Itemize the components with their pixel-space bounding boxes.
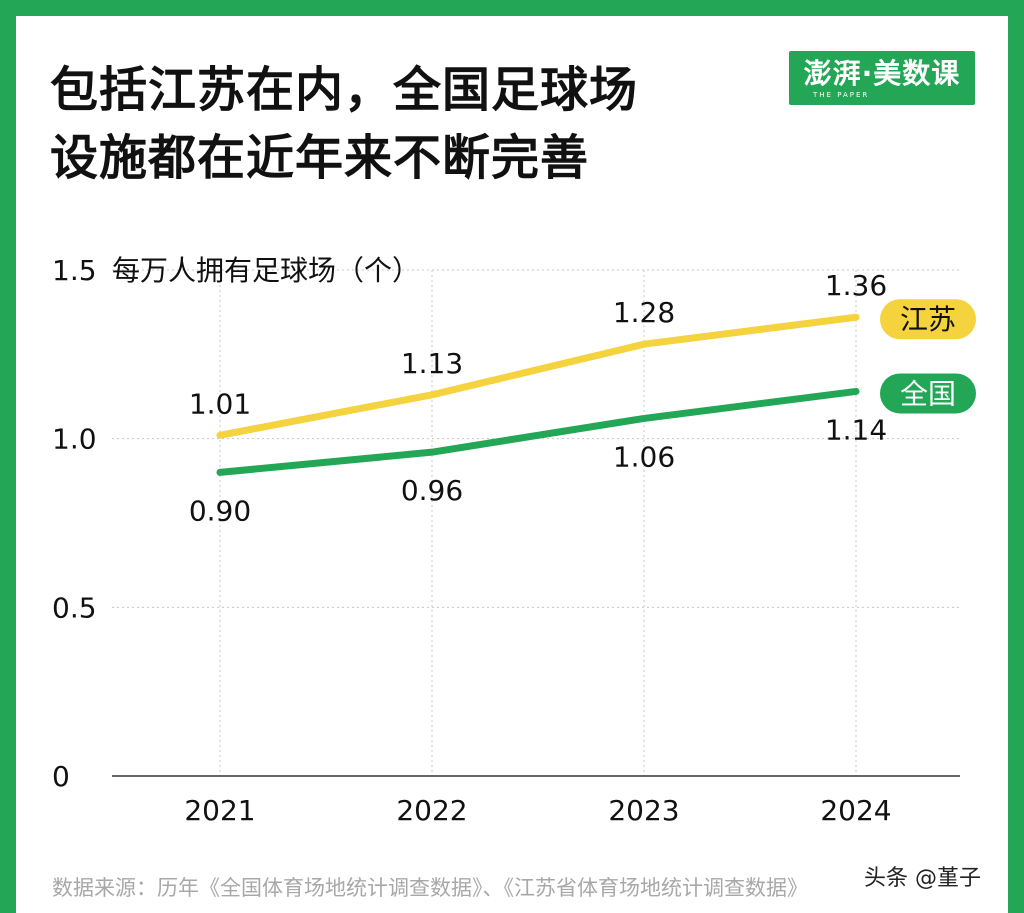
data-label: 1.06 xyxy=(613,440,675,473)
series-line-national xyxy=(216,387,860,476)
y-tick-label: 0 xyxy=(52,760,70,793)
legend-pill xyxy=(880,299,976,340)
chart-card: 包括江苏在内，全国足球场 设施都在近年来不断完善 澎湃·美数课 THE PAPE… xyxy=(16,16,1008,913)
data-labels: 1.01 1.13 1.28 1.36 江苏 0.90 0.96 1.06 1.14 全国 xyxy=(189,269,976,527)
x-tick-label: 2022 xyxy=(396,794,467,827)
chart-title: 包括江苏在内，全国足球场 设施都在近年来不断完善 xyxy=(50,56,638,192)
publisher-logo: 澎湃·美数课 THE PAPER xyxy=(789,51,975,105)
series-line-jiangsu xyxy=(216,313,860,439)
series-layer xyxy=(216,313,860,476)
title-line-1: 包括江苏在内，全国足球场 xyxy=(50,62,639,118)
x-tick-label: 2024 xyxy=(820,794,891,827)
legend-label: 全国 xyxy=(900,377,956,410)
legend-label: 江苏 xyxy=(900,303,956,336)
y-tick-label: 1.0 xyxy=(52,423,97,456)
data-label: 0.90 xyxy=(189,494,251,527)
logo-text: 澎湃·美数课 xyxy=(803,57,961,90)
y-tick-label: 0.5 xyxy=(52,591,97,624)
title-line-2: 设施都在近年来不断完善 xyxy=(50,130,590,186)
grid-lines xyxy=(112,269,960,776)
axes: 0 0.5 1.0 1.5 每万人拥有足球场（个） 2021 2022 2023 2024 xyxy=(52,254,960,827)
x-tick-label: 2021 xyxy=(184,794,255,827)
y-tick-label: 1.5 xyxy=(52,254,97,287)
y-axis-label: 每万人拥有足球场（个） xyxy=(112,254,420,287)
source-note: 数据来源：历年《全国体育场地统计调查数据》、《江苏省体育场地统计调查数据》 xyxy=(52,876,808,900)
x-tick-label: 2023 xyxy=(608,794,679,827)
data-label: 0.96 xyxy=(401,474,463,507)
data-label: 1.28 xyxy=(613,296,675,329)
data-label: 1.36 xyxy=(825,269,887,302)
data-label: 1.14 xyxy=(825,413,887,446)
data-label: 1.13 xyxy=(401,347,463,380)
data-label: 1.01 xyxy=(189,387,251,420)
watermark: 头条 @堇子 xyxy=(864,866,981,891)
logo-subtext: THE PAPER xyxy=(813,91,870,99)
line-chart: 0 0.5 1.0 1.5 每万人拥有足球场（个） 2021 2022 2023 2024 1.… xyxy=(52,254,976,827)
legend-pill xyxy=(880,373,976,414)
